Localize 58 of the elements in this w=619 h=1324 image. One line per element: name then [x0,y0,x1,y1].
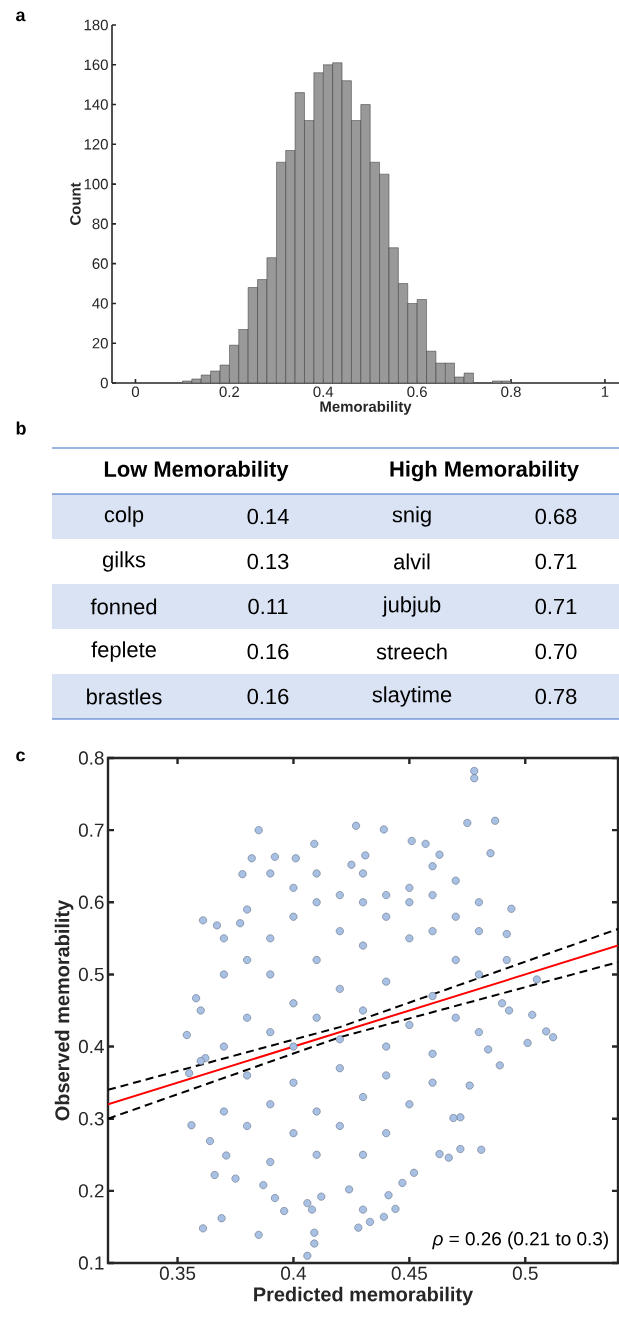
y-tick-label: 0 [100,377,108,389]
y-tick-label: 0.4 [78,1039,104,1054]
y-tick-label: 0.8 [78,751,104,765]
y-tick-label: 20 [92,337,108,349]
y-tick-label: 140 [84,99,108,110]
y-tick-label: 0.1 [78,1256,104,1270]
text: 0.16 [247,643,289,660]
y-tick-label: 160 [84,59,108,71]
text: brastles [87,688,162,705]
y-tick-label: 180 [84,19,108,31]
text: colp [104,506,144,527]
text: fonned [90,598,157,615]
text: 0.78 [535,688,577,705]
annotation: ρ = 0.26 (0.21 to 0.3) [432,1231,608,1250]
text: 0.71 [535,553,577,570]
x-tick-label: 0.4 [281,1266,307,1280]
x-tick-label: 0.6 [407,386,427,398]
x-axis-title: Memorability [320,400,412,415]
text: Low Memorability [104,460,289,482]
y-tick-label: 100 [84,178,108,190]
x-tick-label: 0.8 [501,386,521,398]
y-axis-title: Observed memorability [54,899,74,1121]
x-axis-title: Predicted memorability [254,1286,474,1306]
y-tick-label: 40 [92,298,108,309]
text: 0.68 [535,508,577,525]
text: snig [392,506,431,527]
y-tick-label: 80 [92,218,108,230]
text: 0.16 [247,688,289,705]
y-tick-label: 0.5 [78,967,104,982]
x-tick-label: 0.2 [219,386,239,398]
text: High Memorability [390,460,579,482]
y-tick-label: 0.7 [78,823,104,837]
text: jubjub [382,596,441,617]
text: b [16,421,26,435]
x-tick-label: 0.35 [159,1266,196,1280]
x-tick-label: 1 [601,386,609,397]
chart-title: c [16,751,25,762]
text: 0.71 [535,598,577,615]
text: 0.13 [247,553,289,570]
text: alvil [394,553,430,570]
y-tick-label: 0.3 [78,1112,104,1126]
text: 0.70 [535,643,577,660]
y-tick-label: 0.6 [78,895,104,909]
chart-title: a [16,11,26,22]
y-axis-title: Count [70,182,81,225]
x-tick-label: 0 [131,386,140,398]
y-tick-label: 0.2 [78,1184,104,1198]
y-tick-label: 120 [84,139,108,150]
x-tick-label: 0.45 [391,1266,427,1280]
text: slaytime [372,686,452,707]
text: feplete [91,641,156,662]
text: 0.11 [248,598,288,615]
text: streech [376,643,447,660]
text: 0.14 [247,508,289,525]
x-tick-label: 0.4 [313,386,334,398]
text: gilks [103,551,146,572]
y-tick-label: 60 [92,258,108,269]
x-tick-label: 0.5 [512,1266,538,1280]
